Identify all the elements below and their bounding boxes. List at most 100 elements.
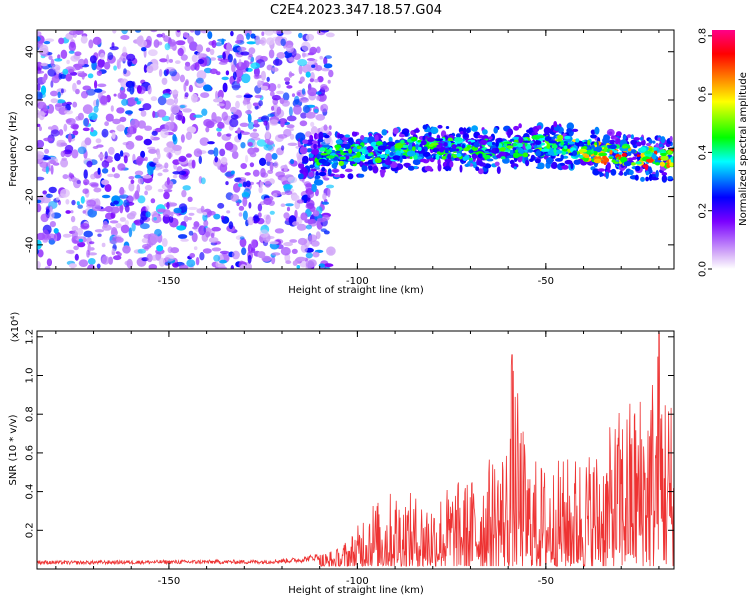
spectrogram-noise-cell [265, 130, 270, 140]
spectrogram-noise-cell [105, 113, 114, 122]
spectrogram-noise-cell [248, 202, 252, 209]
spectrogram-noise-cell [175, 114, 183, 121]
spectrogram-noise-cell [161, 77, 168, 86]
spectrogram-noise-cell [66, 59, 70, 65]
snr-y-axis-label: SNR (10 * v/v) [8, 414, 19, 485]
spectrogram-band-core-cell [335, 150, 341, 154]
spectrogram-noise-cell [282, 30, 292, 35]
spectrogram-band-cell [564, 159, 573, 165]
spectrogram-noise-cell [60, 88, 64, 94]
spectrogram-band-core-cell [593, 146, 603, 153]
spectrogram-noise-cell [166, 184, 173, 190]
spectrogram-noise-cell [287, 176, 298, 184]
spectrogram-noise-cell [269, 91, 275, 97]
spectrogram-noise-cell [266, 161, 271, 166]
spectrogram-band-cell [422, 124, 428, 130]
spectrogram-band-core-cell [395, 150, 401, 157]
spectrogram-noise-cell [291, 93, 296, 97]
spectrogram-band-core-cell [432, 148, 441, 152]
spectrogram-band-core-cell [394, 143, 404, 149]
spectrogram-band-core-cell [600, 160, 605, 164]
spectrogram-noise-cell [82, 104, 93, 115]
spectrogram-band-core-cell [503, 143, 508, 147]
spectrogram-noise-cell [211, 226, 221, 232]
spectrogram-noise-cell [101, 194, 111, 199]
spectrogram-noise-cell [185, 131, 193, 141]
spectrogram-noise-cell [136, 155, 144, 166]
spectrogram-noise-cell [318, 263, 326, 268]
spectrogram-noise-cell [71, 176, 77, 183]
spectrogram-noise-cell [209, 57, 217, 61]
spectrogram-noise-cell [104, 184, 112, 192]
spectrogram-noise-cell [173, 97, 179, 105]
spectrogram-band-cell [628, 169, 634, 176]
spectrogram-noise-cell [163, 189, 173, 193]
spectrogram-noise-cell [77, 58, 86, 67]
spectrogram-band-cell [626, 134, 632, 138]
spectrogram-band-core-cell [522, 140, 531, 143]
spectrogram-noise-cell [144, 125, 153, 131]
spectrogram-noise-cell [137, 177, 144, 185]
spectrogram-noise-cell [241, 191, 250, 198]
spectrogram-noise-cell [177, 234, 188, 239]
spectrogram-band-core-cell [452, 154, 458, 159]
spectrogram-noise-cell [239, 264, 247, 269]
spectrogram-noise-cell [325, 32, 335, 38]
spectrogram-noise-cell [231, 64, 236, 73]
spectrogram-noise-cell [65, 73, 72, 82]
spectrogram-band-cell [560, 154, 564, 161]
spectrogram-noise-cell [245, 180, 251, 188]
spectrogram-band-core-cell [390, 146, 396, 152]
spectrogram-noise-cell [37, 31, 42, 37]
spectrogram-noise-cell [219, 259, 228, 264]
spectrogram-noise-cell [196, 52, 204, 57]
spectrogram-noise-cell [126, 195, 134, 204]
spectrogram-noise-cell [88, 112, 98, 120]
spectrogram-noise-cell [37, 139, 45, 149]
spectrogram-noise-cell [268, 49, 275, 59]
spectrogram-noise-cell [77, 204, 83, 209]
spectrogram-noise-cell [188, 212, 195, 216]
spectrogram-band-cell [471, 125, 478, 132]
spectrogram-band-core-cell [348, 148, 353, 154]
spectrogram-band-cell [534, 158, 541, 164]
spectrogram-noise-cell [307, 190, 315, 199]
spectrogram-band-cell [648, 138, 653, 145]
colorbar-label: Normalized spectral amplitude [738, 72, 749, 226]
spectrogram-band-core-cell [356, 151, 361, 158]
spectrogram-noise-cell [150, 96, 158, 102]
spectrogram-noise-cell [37, 83, 41, 91]
spectrogram-noise-cell [257, 203, 263, 212]
spectrogram-band-cell [333, 174, 341, 178]
spectrogram-noise-cell [121, 98, 129, 106]
spectrogram-band-core-cell [443, 142, 448, 147]
spectrogram-noise-cell [179, 74, 185, 83]
spectrogram-noise-cell [37, 176, 45, 181]
spectrogram-noise-cell [205, 126, 210, 133]
spectrogram-noise-cell [134, 97, 139, 102]
spectrogram-noise-cell [129, 85, 135, 95]
spectrogram-band-cell [309, 134, 314, 141]
snr-x-axis-label: Height of straight line (km) [288, 585, 424, 596]
spectrogram-band-core-cell [498, 143, 503, 149]
spectrogram-noise-cell [239, 237, 247, 248]
snr-panel: -150 -100 -50 0.2 0.4 0.6 0.8 1.0 1.2 Height of … [8, 312, 675, 596]
spectrogram-band-cell [351, 131, 356, 137]
spectrogram-noise-cell [131, 222, 136, 232]
spectrogram-noise-cell [182, 108, 192, 113]
spectrogram-band-core-cell [522, 152, 529, 158]
spectrogram-noise-cell [265, 37, 275, 46]
spectrogram-band-cell [445, 165, 450, 170]
spectrogram-band-core-cell [496, 138, 503, 143]
spectrogram-noise-cell [179, 104, 186, 109]
spectrogram-noise-cell [152, 110, 156, 118]
spectrogram-noise-cell [217, 89, 224, 100]
spectrogram-noise-cell [298, 32, 303, 39]
spectrogram-noise-cell [117, 92, 125, 100]
spectrogram-band-core-cell [644, 163, 649, 171]
spectrogram-noise-cell [70, 210, 74, 214]
spectrogram-noise-cell [187, 196, 193, 202]
spectrogram-noise-cell [57, 91, 61, 99]
spectrogram-noise-cell [202, 248, 212, 254]
spectrogram-noise-cell [157, 172, 163, 177]
